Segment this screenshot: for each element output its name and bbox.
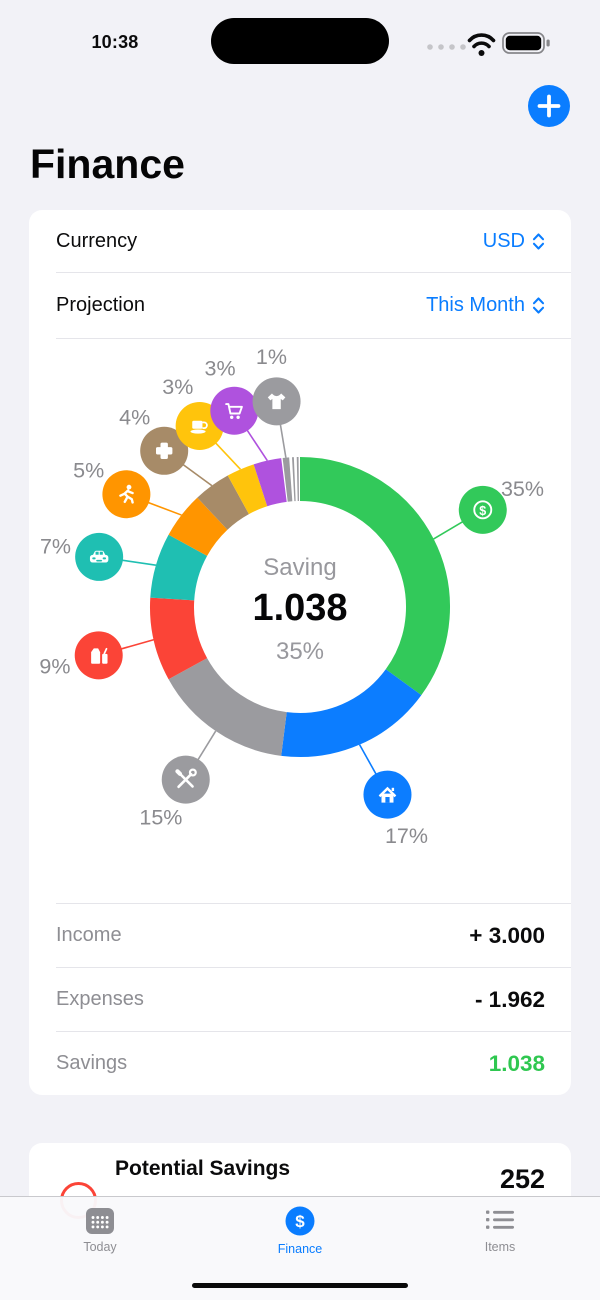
projection-label: Projection <box>56 294 145 316</box>
currency-value: USD <box>482 229 525 252</box>
chevron-up-down-icon <box>532 232 545 250</box>
income-label: Income <box>56 924 122 946</box>
potential-savings-value: 252 <box>499 1164 545 1194</box>
savings-label: Savings <box>56 1052 128 1074</box>
donut-slice-savings[interactable] <box>299 457 450 696</box>
donut-slice-coffee[interactable] <box>227 464 268 515</box>
projection-value: This Month <box>426 294 525 316</box>
page-title: Finance <box>30 141 185 187</box>
dollar-circle-icon: $ <box>285 1206 315 1236</box>
currency-row: Currency USD <box>29 210 571 272</box>
runner-icon <box>119 484 134 504</box>
tab-today[interactable]: Today <box>0 1197 200 1300</box>
donut-center-title: Saving <box>263 554 336 581</box>
plus-icon <box>537 94 561 118</box>
cellular-dots-icon <box>427 44 466 50</box>
calendar-icon <box>86 1208 114 1234</box>
divider <box>56 338 571 339</box>
medical-cross-icon <box>155 442 173 459</box>
donut-slice-maintenance[interactable] <box>168 657 288 756</box>
slice-percent-label: 7% <box>40 535 71 559</box>
donut-slice-health[interactable] <box>197 475 250 531</box>
donut-center-value: 1.038 <box>252 587 347 629</box>
expenses-value: - 1.962 <box>474 986 545 1012</box>
donut-center-percent: 35% <box>276 638 324 665</box>
divider <box>56 272 571 273</box>
tools-icon <box>175 768 197 789</box>
add-button[interactable] <box>528 85 570 127</box>
income-value: + 3.000 <box>469 922 545 948</box>
chevron-up-down-icon <box>532 297 545 314</box>
status-icons <box>425 26 555 65</box>
income-row: Income + 3.000 <box>56 903 571 967</box>
potential-savings-title: Potential Savings <box>115 1157 291 1180</box>
tab-items-label: Items <box>484 1240 516 1254</box>
donut-slice-shopping[interactable] <box>253 458 288 507</box>
cart-icon <box>225 403 243 419</box>
summary-table: Income + 3.000 Expenses - 1.962 Savings … <box>56 903 571 1095</box>
groceries-icon <box>91 647 108 664</box>
currency-label: Currency <box>56 229 138 252</box>
svg-text:$: $ <box>479 504 486 518</box>
slice-percent-label: 3% <box>162 375 193 399</box>
shirt-icon <box>267 393 286 410</box>
car-icon <box>89 550 109 563</box>
tab-bar: Today $ Finance Items <box>0 1196 600 1300</box>
dynamic-island <box>211 18 389 64</box>
donut-slice-transport[interactable] <box>150 534 208 602</box>
projection-selector[interactable]: This Month <box>426 294 545 317</box>
slice-percent-label: 5% <box>73 458 104 482</box>
donut-slice-groceries[interactable] <box>150 597 208 680</box>
savings-row: Savings 1.038 <box>56 1031 571 1095</box>
category-badge-shopping[interactable] <box>210 386 259 435</box>
spending-donut-chart[interactable]: $35% 17% 15% 9% 7% 5% 4% 3% 3% 1% Saving 1.038 35% <box>0 307 600 907</box>
donut-slice-sport[interactable] <box>168 497 228 557</box>
slice-percent-label: 17% <box>385 824 428 848</box>
slice-percent-label: 15% <box>139 806 182 830</box>
slice-percent-label: 35% <box>501 477 544 501</box>
donut-slice-housing[interactable] <box>281 668 422 757</box>
category-badge-savings[interactable] <box>458 485 507 534</box>
svg-text:$: $ <box>295 1212 305 1231</box>
slice-percent-label: 9% <box>39 654 70 678</box>
coffee-icon <box>190 420 208 434</box>
wifi-icon <box>467 33 496 56</box>
expenses-row: Expenses - 1.962 <box>56 967 571 1031</box>
slice-percent-label: 3% <box>205 357 236 381</box>
savings-value: 1.038 <box>488 1050 545 1076</box>
house-icon <box>378 786 397 803</box>
dollar-icon: $ <box>473 500 493 520</box>
donut-slice-clothing[interactable] <box>282 457 293 502</box>
tab-today-label: Today <box>83 1240 117 1254</box>
tab-finance-label: Finance <box>277 1242 323 1256</box>
slice-percent-label: 1% <box>256 345 287 369</box>
tab-items[interactable]: Items <box>400 1197 600 1300</box>
slice-percent-label: 4% <box>119 405 150 429</box>
currency-selector[interactable]: USD <box>483 230 545 253</box>
expenses-label: Expenses <box>56 988 144 1010</box>
projection-row: Projection This Month <box>29 273 571 338</box>
status-time: 10:38 <box>91 32 139 52</box>
list-icon <box>486 1210 514 1229</box>
home-indicator[interactable] <box>192 1283 408 1288</box>
tab-finance[interactable]: $ Finance <box>200 1197 400 1300</box>
battery-icon <box>502 32 550 54</box>
